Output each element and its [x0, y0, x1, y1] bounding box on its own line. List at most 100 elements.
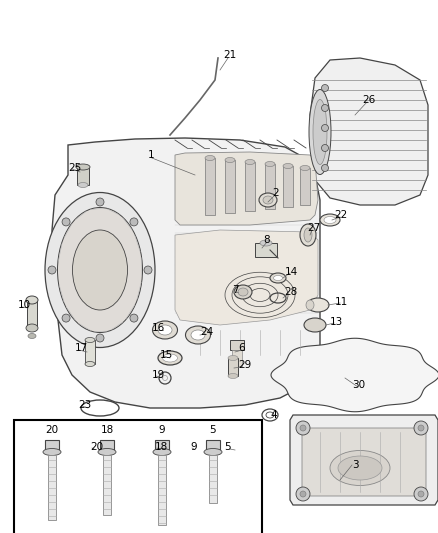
Ellipse shape: [238, 288, 248, 296]
Ellipse shape: [320, 214, 340, 226]
Text: 4: 4: [270, 410, 277, 420]
Ellipse shape: [259, 193, 277, 207]
Ellipse shape: [26, 324, 38, 332]
Text: 3: 3: [352, 460, 359, 470]
Ellipse shape: [153, 448, 171, 456]
Bar: [77, 167, 89, 185]
Bar: [103, 455, 111, 515]
Ellipse shape: [265, 161, 275, 166]
Text: 9: 9: [190, 442, 197, 452]
Circle shape: [130, 218, 138, 226]
Bar: [14, 420, 262, 533]
Ellipse shape: [186, 326, 211, 344]
Bar: [100, 440, 114, 450]
Polygon shape: [175, 152, 318, 225]
Text: 26: 26: [362, 95, 375, 105]
Text: 30: 30: [352, 380, 365, 390]
Ellipse shape: [245, 159, 255, 165]
Circle shape: [96, 198, 104, 206]
Text: 20: 20: [46, 425, 59, 435]
Bar: [245, 162, 255, 211]
Text: 5: 5: [224, 442, 231, 452]
Bar: [158, 455, 166, 525]
Circle shape: [321, 104, 328, 111]
Text: 20: 20: [90, 442, 103, 452]
Bar: [205, 158, 215, 215]
Ellipse shape: [263, 196, 273, 204]
Bar: [265, 164, 275, 209]
Bar: [45, 440, 59, 450]
Circle shape: [300, 491, 306, 497]
Ellipse shape: [304, 228, 312, 242]
Polygon shape: [52, 138, 320, 408]
Text: 14: 14: [285, 267, 298, 277]
Text: 5: 5: [210, 425, 216, 435]
Circle shape: [321, 165, 328, 172]
Circle shape: [296, 487, 310, 501]
Text: 2: 2: [272, 188, 279, 198]
Ellipse shape: [260, 240, 272, 246]
Ellipse shape: [73, 230, 127, 310]
Polygon shape: [290, 415, 438, 505]
Circle shape: [130, 314, 138, 322]
Circle shape: [321, 85, 328, 92]
Text: 22: 22: [334, 210, 347, 220]
Ellipse shape: [76, 164, 90, 170]
Ellipse shape: [85, 337, 95, 343]
Ellipse shape: [205, 156, 215, 160]
Text: 17: 17: [75, 343, 88, 353]
Text: 6: 6: [238, 343, 245, 353]
Bar: [209, 455, 217, 503]
Circle shape: [321, 144, 328, 151]
Ellipse shape: [304, 318, 326, 332]
Text: 11: 11: [335, 297, 348, 307]
Ellipse shape: [158, 351, 182, 365]
Bar: [225, 160, 235, 213]
Text: 1: 1: [148, 150, 155, 160]
Ellipse shape: [300, 224, 316, 246]
Bar: [228, 358, 238, 376]
Polygon shape: [302, 428, 426, 496]
Bar: [85, 340, 95, 364]
Bar: [206, 440, 220, 450]
Ellipse shape: [28, 334, 36, 338]
Polygon shape: [310, 58, 428, 205]
Ellipse shape: [85, 361, 95, 367]
Text: 9: 9: [159, 425, 165, 435]
Circle shape: [96, 334, 104, 342]
Ellipse shape: [283, 164, 293, 168]
Circle shape: [418, 425, 424, 431]
Text: 23: 23: [78, 400, 91, 410]
Ellipse shape: [313, 100, 327, 165]
Text: 21: 21: [223, 50, 236, 60]
Ellipse shape: [234, 285, 252, 299]
Ellipse shape: [300, 166, 310, 171]
Ellipse shape: [43, 448, 61, 456]
Ellipse shape: [204, 448, 222, 456]
Text: 15: 15: [160, 350, 173, 360]
Ellipse shape: [270, 273, 286, 283]
Ellipse shape: [45, 192, 155, 348]
Text: 8: 8: [263, 235, 270, 245]
Ellipse shape: [273, 276, 283, 280]
Circle shape: [300, 425, 306, 431]
Ellipse shape: [228, 374, 238, 378]
Ellipse shape: [26, 296, 38, 304]
Text: 18: 18: [155, 442, 168, 452]
Ellipse shape: [309, 90, 331, 174]
Ellipse shape: [338, 456, 382, 480]
Text: 18: 18: [100, 425, 113, 435]
Polygon shape: [175, 230, 318, 325]
Ellipse shape: [324, 216, 336, 223]
Bar: [155, 440, 169, 450]
Circle shape: [296, 421, 310, 435]
Bar: [255, 243, 277, 257]
Bar: [232, 350, 242, 366]
Circle shape: [418, 491, 424, 497]
Text: 29: 29: [238, 360, 251, 370]
Ellipse shape: [307, 298, 329, 312]
Text: 10: 10: [18, 300, 31, 310]
Text: 27: 27: [307, 223, 320, 233]
Text: 16: 16: [152, 323, 165, 333]
Ellipse shape: [152, 321, 177, 339]
